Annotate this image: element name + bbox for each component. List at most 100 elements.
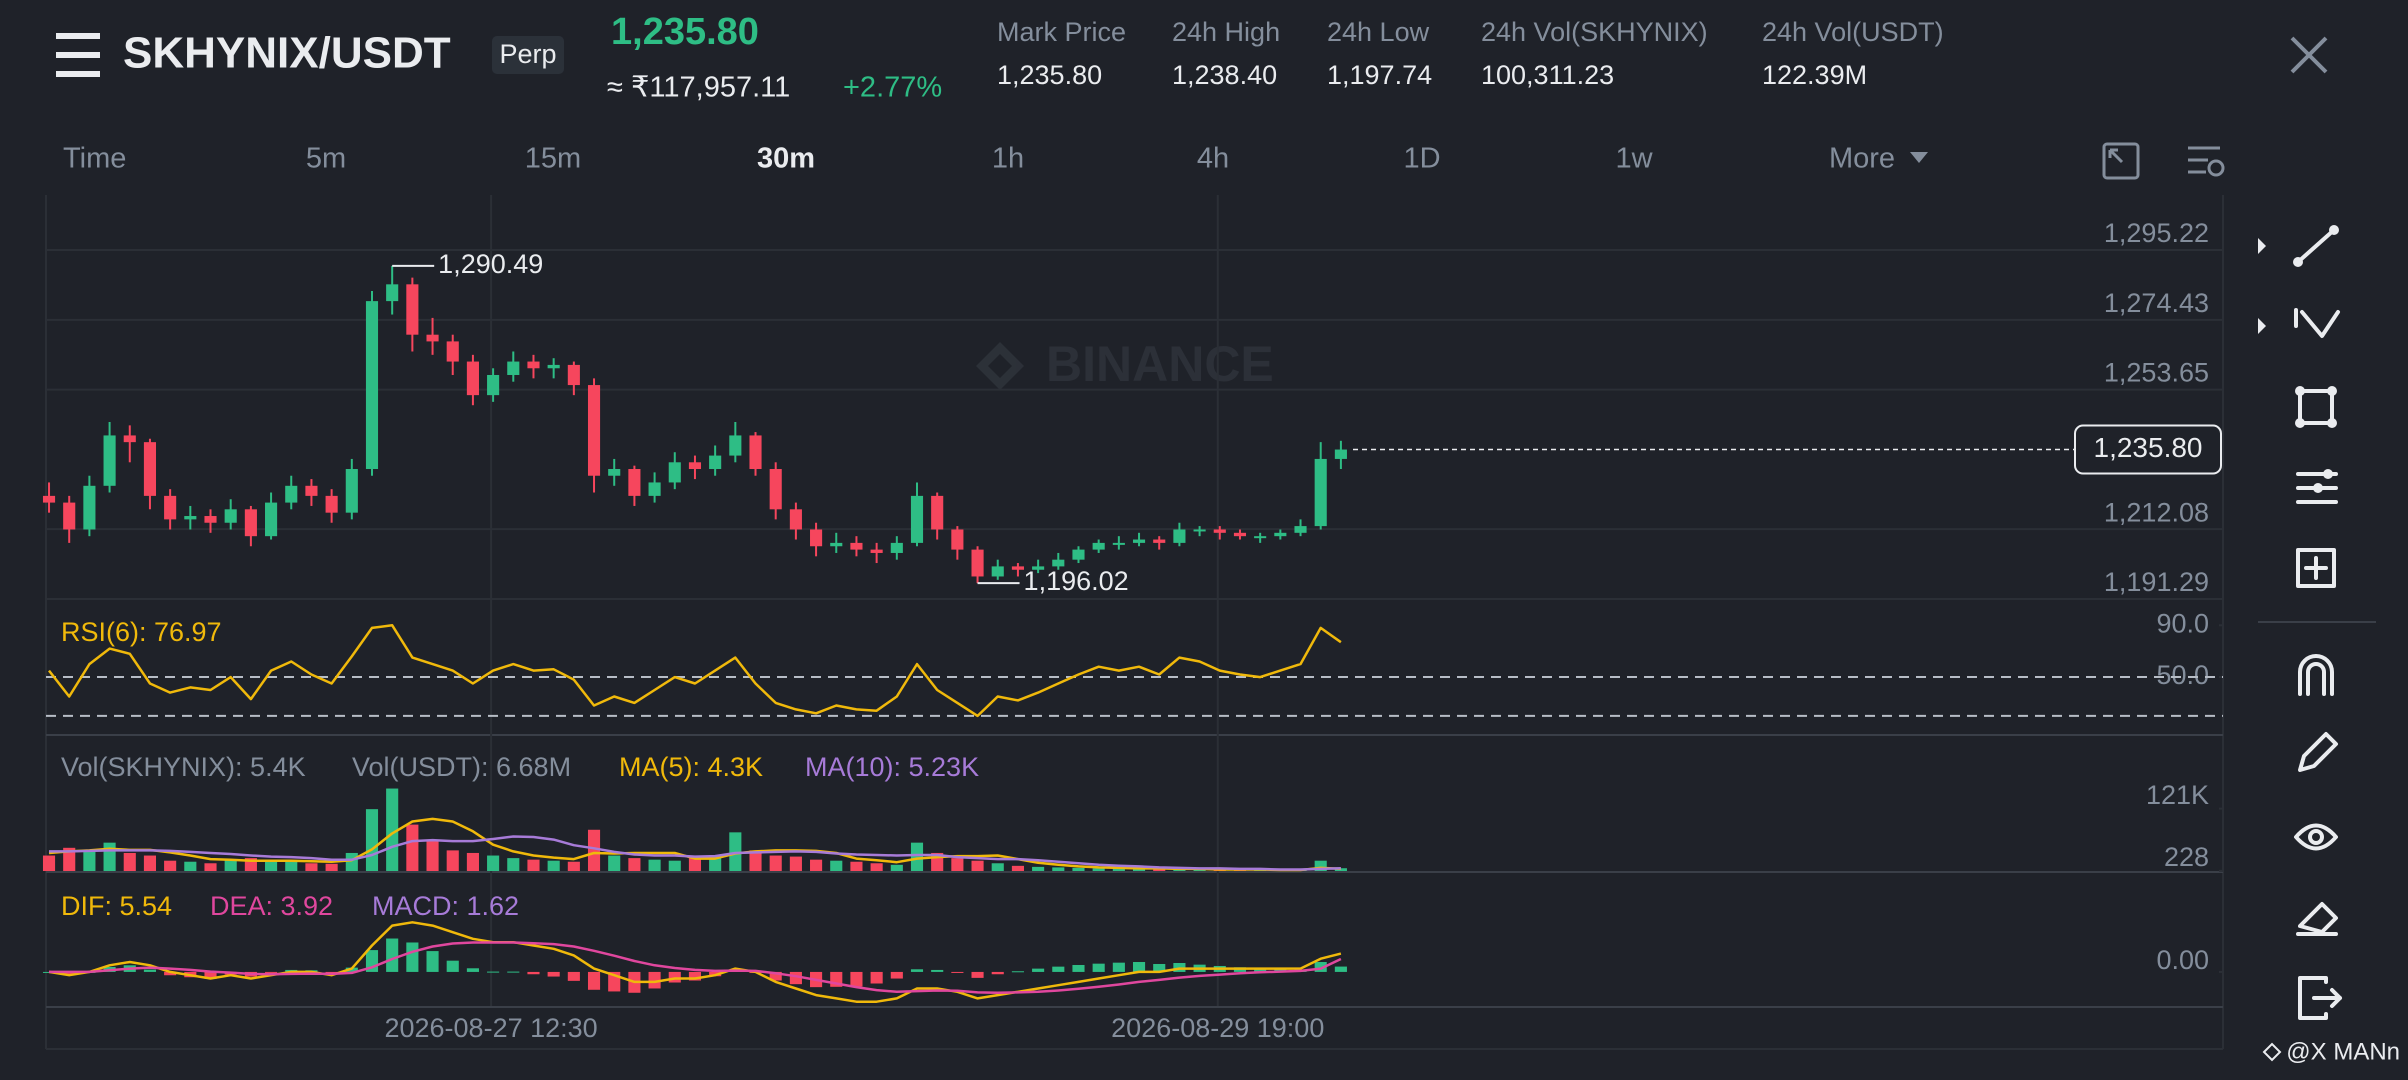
tab[interactable]: Time xyxy=(63,143,126,175)
settings-icon[interactable] xyxy=(2188,146,2225,177)
volume-bar xyxy=(810,859,823,871)
volume-bar xyxy=(1072,867,1085,871)
macd-bar xyxy=(406,942,419,972)
trend-line-tool[interactable] xyxy=(2293,225,2339,267)
exit-tool[interactable] xyxy=(2298,976,2342,1020)
candle-body xyxy=(931,495,944,530)
icon-shape xyxy=(2329,225,2339,235)
macd-bar xyxy=(910,969,924,972)
tab[interactable]: 4h xyxy=(1197,143,1229,175)
icon-shape xyxy=(2327,418,2337,428)
macd-bar xyxy=(1032,968,1045,972)
credit-logo xyxy=(2262,1042,2282,1062)
menu-bar xyxy=(56,71,100,77)
close-stroke xyxy=(2290,36,2328,74)
tab-active[interactable]: 30m xyxy=(757,143,815,175)
macd-bar xyxy=(507,971,520,973)
tab[interactable]: 5m xyxy=(306,143,346,175)
eraser-tool[interactable] xyxy=(2296,902,2338,936)
pattern-tool[interactable] xyxy=(2296,469,2338,504)
volume-bar xyxy=(1153,868,1166,871)
macd-bar xyxy=(466,968,479,972)
fib-tool[interactable] xyxy=(2294,308,2340,338)
drawing-toolbar xyxy=(2258,225,2376,1020)
candle-body xyxy=(1011,566,1024,570)
indicator-label: MA(10): 5.23K xyxy=(805,752,979,782)
candle-body xyxy=(204,516,217,523)
volume-bar xyxy=(365,809,379,871)
icon-shape xyxy=(2298,976,2342,1020)
volume-bar xyxy=(103,842,116,871)
stat-value: 1,238.40 xyxy=(1172,60,1277,90)
pair-title[interactable]: SKHYNIX/USDT xyxy=(123,29,451,78)
volume-bar xyxy=(325,863,338,871)
candle-body xyxy=(487,374,500,396)
watermark-text: BINANCE xyxy=(1046,336,1274,392)
volume-bar xyxy=(910,842,924,871)
shape-tool[interactable] xyxy=(2295,386,2337,428)
stat-label: 24h High xyxy=(1172,17,1280,47)
candle-body xyxy=(1112,542,1125,545)
y-tick-label: 121K xyxy=(2146,780,2209,810)
candle-body xyxy=(749,435,762,470)
candle-body xyxy=(971,549,984,577)
pencil-tool[interactable] xyxy=(2298,732,2338,772)
volume-bar xyxy=(749,850,762,871)
tab[interactable]: More xyxy=(1829,143,1895,175)
price-change: +2.77% xyxy=(843,72,942,104)
icon-shape xyxy=(2298,389,2334,425)
magnet-tool[interactable] xyxy=(2298,654,2334,696)
close-button[interactable] xyxy=(2290,36,2328,74)
candle-body xyxy=(628,469,641,496)
perp-badge-bg xyxy=(492,36,564,74)
fullscreen-icon[interactable] xyxy=(2102,142,2140,180)
macd-bar xyxy=(1011,971,1024,973)
candle-body xyxy=(729,435,742,456)
stat-label: 24h Low xyxy=(1327,17,1430,47)
visibility-tool[interactable] xyxy=(2294,823,2338,851)
volume-bar xyxy=(850,861,863,871)
menu-bar xyxy=(56,33,100,39)
tab[interactable]: 15m xyxy=(525,143,581,175)
macd-bar xyxy=(1132,962,1146,972)
watermark-logo xyxy=(976,342,1024,390)
candle-body xyxy=(345,469,358,513)
volume-bar xyxy=(83,850,96,871)
icon-shape xyxy=(2296,902,2338,936)
icon-shape xyxy=(2294,308,2340,338)
volume-bar xyxy=(386,788,399,871)
volume-bar xyxy=(628,858,641,871)
macd-bar xyxy=(1334,966,1347,972)
volume-bar xyxy=(870,863,883,871)
tab[interactable]: 1h xyxy=(992,143,1024,175)
extreme-label: 1,290.49 xyxy=(438,249,543,279)
candle-body xyxy=(123,435,136,443)
tab[interactable]: 1w xyxy=(1615,143,1653,175)
macd-bar xyxy=(769,971,782,981)
candle-body xyxy=(1213,529,1226,533)
y-tick-label: 228 xyxy=(2164,842,2209,872)
icon-shape xyxy=(2298,654,2334,696)
candle-body xyxy=(406,284,419,335)
candle-body xyxy=(1233,532,1247,537)
candle-body xyxy=(1254,536,1267,539)
measure-tool[interactable] xyxy=(2296,548,2336,588)
candle-body xyxy=(386,284,399,302)
stat-label: 24h Vol(SKHYNIX) xyxy=(1481,17,1708,47)
candle-body xyxy=(1032,566,1045,570)
candle-body xyxy=(810,529,823,547)
volume-bar xyxy=(668,860,681,871)
volume-bar xyxy=(1052,867,1065,871)
volume-bar xyxy=(971,860,984,871)
candle-body xyxy=(83,485,96,530)
volume-bar xyxy=(1032,866,1045,871)
menu-icon[interactable] xyxy=(56,33,100,77)
tab[interactable]: 1D xyxy=(1403,143,1440,175)
candle-body xyxy=(1132,539,1146,543)
macd-bar xyxy=(487,971,500,973)
candle-body xyxy=(789,509,802,530)
volume-bar xyxy=(830,860,843,871)
y-tick-label: 1,253.65 xyxy=(2104,358,2209,388)
candle-body xyxy=(830,542,843,547)
